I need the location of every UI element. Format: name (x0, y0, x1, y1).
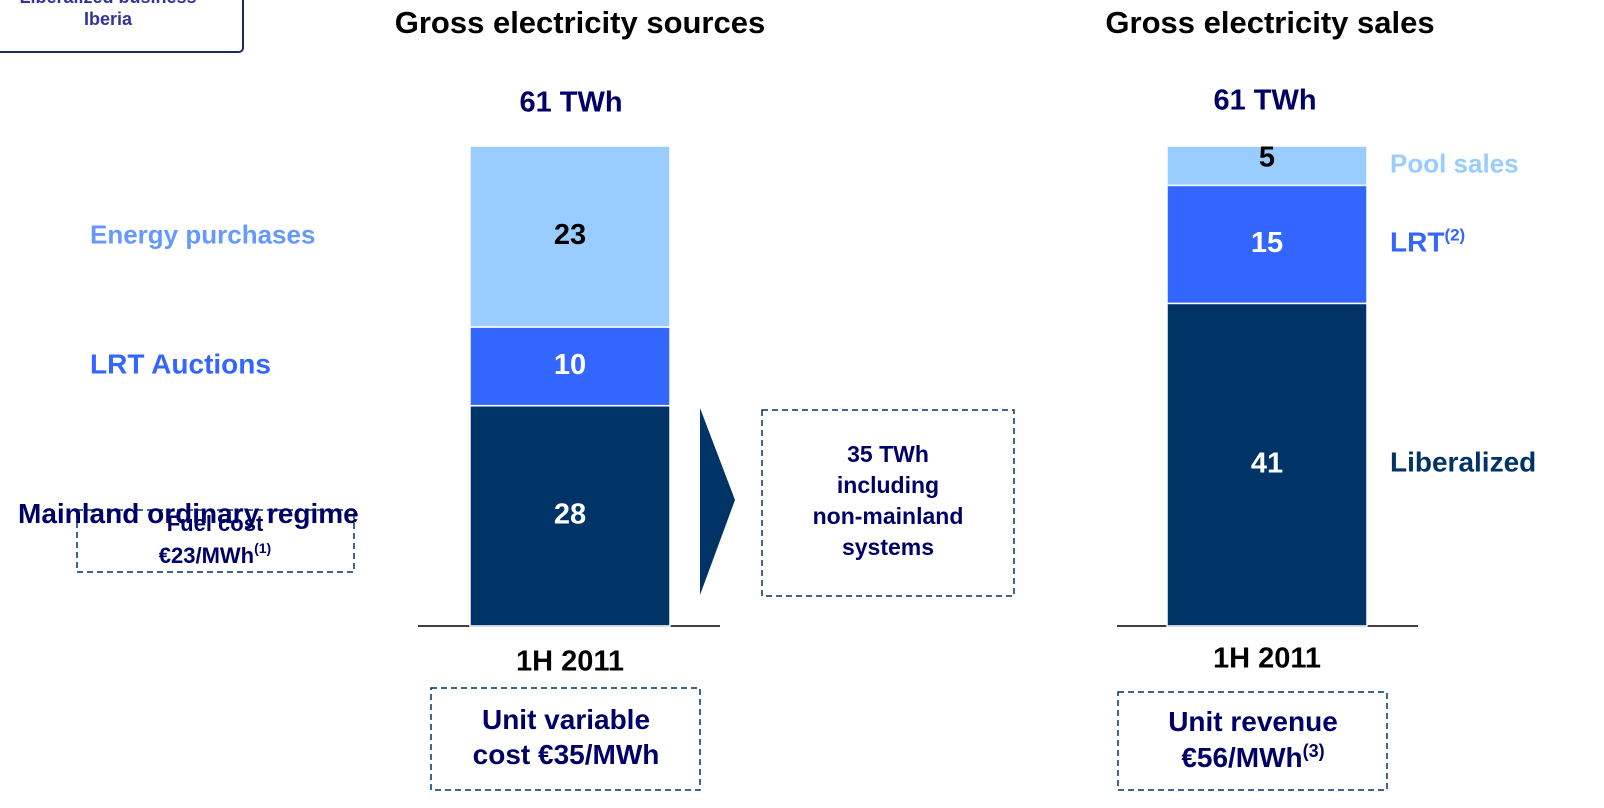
bar-segment (469, 145, 671, 328)
chart-title: Gross electricity sales (1105, 5, 1434, 40)
badge-text-main: Iberia (84, 9, 133, 29)
callout-box (761, 409, 1015, 597)
badge-text: Iberia (84, 9, 133, 29)
series-note-main: €23/MWh (159, 543, 254, 568)
unit-note-main: €56/MWh (1181, 742, 1302, 773)
unit-note: Unit revenue (1168, 706, 1338, 737)
unit-note: Unit variable (482, 704, 650, 735)
unit-note: €56/MWh(3) (1181, 741, 1324, 774)
series-note-main: Fuel cost (167, 511, 264, 536)
series-label: Energy purchases (90, 219, 315, 249)
bar-segment (469, 404, 671, 627)
unit-cost-box (430, 687, 701, 791)
arrow (700, 408, 735, 595)
callout-text: including (837, 472, 939, 498)
series-label-main: LRT (1390, 227, 1444, 258)
unit-note-main: Unit revenue (1168, 706, 1338, 737)
category-label: 1H 2011 (516, 646, 624, 678)
badge-text: Liberalized business (19, 0, 196, 7)
total-label: 61 TWh (519, 87, 622, 119)
series-label: Mainland ordinary regime (18, 498, 359, 529)
unit-revenue-box (1117, 691, 1388, 791)
series-label-main: Liberalized (1390, 447, 1536, 478)
bar-segment (469, 326, 671, 407)
series-label-main: Pool sales (1390, 149, 1519, 179)
badge-box (0, 0, 244, 53)
badge-text-main: Liberalized business (19, 0, 196, 7)
callout-text-main: systems (842, 534, 934, 560)
callout-text: 35 TWh (847, 441, 929, 467)
unit-note-main: cost €35/MWh (473, 739, 660, 770)
total-label: 61 TWh (1213, 85, 1316, 117)
category-label: 1H 2011 (1213, 643, 1321, 675)
callout-text: systems (842, 534, 934, 560)
series-note: Fuel cost (167, 511, 264, 536)
value-label: 28 (554, 498, 586, 530)
value-label: 10 (554, 349, 586, 381)
callout-text-main: non-mainland (813, 503, 964, 529)
value-label: 5 (1259, 141, 1275, 173)
series-label: LRT Auctions (90, 349, 271, 380)
series-label: Liberalized (1390, 447, 1536, 478)
series-label-sup: (2) (1444, 226, 1465, 245)
value-label: 15 (1251, 227, 1283, 259)
series-label-main: LRT Auctions (90, 349, 271, 380)
series-note-sup: (1) (254, 540, 271, 556)
chart-title: Gross electricity sources (395, 5, 765, 40)
series-label-main: Mainland ordinary regime (18, 498, 359, 529)
callout-text: non-mainland (813, 503, 964, 529)
callout-text-main: 35 TWh (847, 441, 929, 467)
unit-note: cost €35/MWh (473, 739, 660, 770)
series-label-main: Energy purchases (90, 219, 315, 249)
bar-segment (1166, 184, 1368, 305)
series-note: €23/MWh(1) (159, 540, 271, 568)
bar-segment (1166, 302, 1368, 627)
callout-text-main: including (837, 472, 939, 498)
series-label: LRT(2) (1390, 226, 1465, 258)
value-label: 41 (1251, 447, 1283, 479)
unit-note-sup: (3) (1303, 741, 1325, 761)
bar-segment (1166, 145, 1368, 187)
value-label: 23 (554, 219, 586, 251)
series-label: Pool sales (1390, 149, 1519, 179)
unit-note-main: Unit variable (482, 704, 650, 735)
